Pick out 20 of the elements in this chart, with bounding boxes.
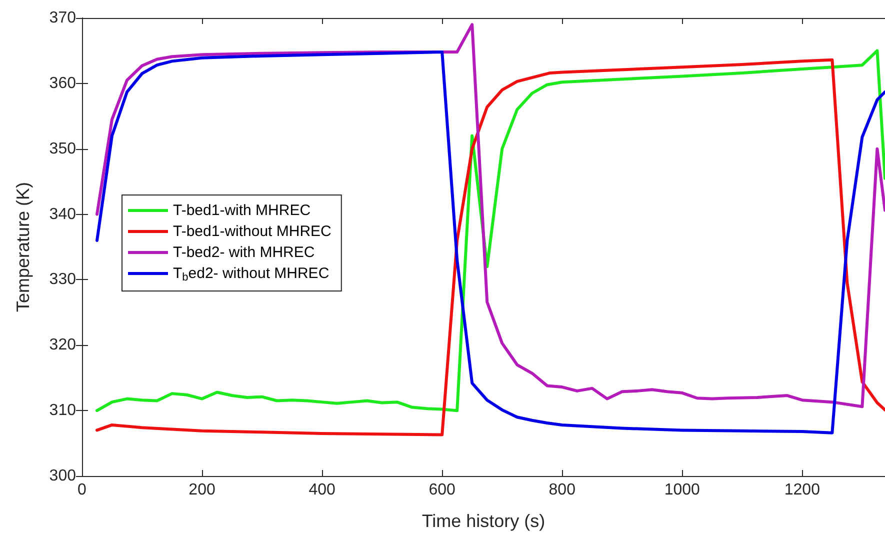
x-tick-label: 0: [78, 482, 87, 498]
x-tick-label: 1200: [784, 482, 820, 498]
x-tick-label: 800: [548, 482, 576, 498]
x-tick-label: 600: [428, 482, 456, 498]
y-tick-label: 340: [49, 206, 76, 223]
y-tick-label: 360: [49, 74, 76, 92]
x-tick-label: 200: [188, 482, 216, 498]
legend-label: T-bed1-with MHREC: [173, 202, 311, 219]
legend-label: T-bed2- with MHREC: [173, 244, 315, 261]
y-tick-label: 320: [49, 336, 76, 354]
y-axis-title: Temperature (K): [13, 182, 33, 312]
x-tick-label: 400: [308, 482, 336, 498]
x-axis-title: Time history (s): [422, 511, 546, 531]
y-tick-label: 310: [49, 402, 76, 420]
y-tick-label: 370: [49, 10, 76, 26]
x-tick-label: 1000: [664, 482, 700, 498]
y-tick-label: 330: [49, 271, 76, 288]
y-tick-label: 300: [49, 468, 76, 484]
legend-label: T-bed1-without MHREC: [173, 223, 332, 240]
y-tick-label: 350: [49, 140, 76, 158]
